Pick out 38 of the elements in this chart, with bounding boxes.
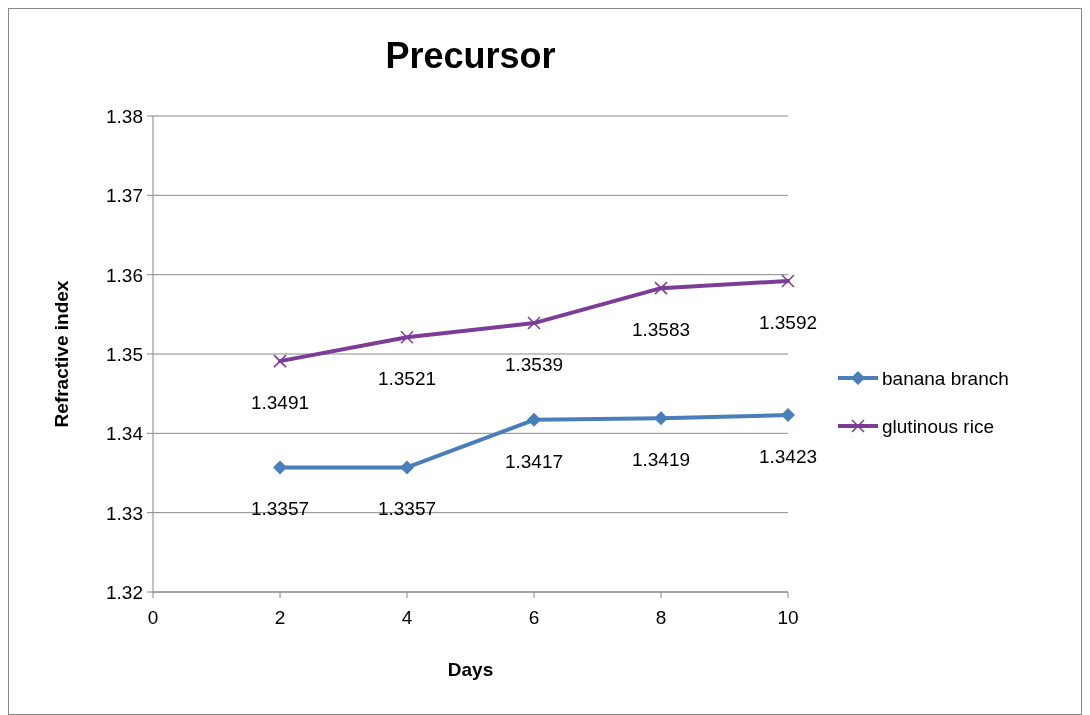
y-tick-label: 1.34 [106,423,144,445]
y-tick-label: 1.35 [106,344,143,365]
data-label: 1.3583 [631,319,691,341]
point [654,411,668,426]
point [400,460,414,475]
x-axis-title: Days [447,659,494,680]
point [400,330,414,345]
x-tick-label: 4 [401,607,413,628]
x-tick-label: 0 [147,607,159,628]
x-tick-label: 6 [528,607,540,628]
point [654,281,668,295]
data-label: 1.3491 [250,392,310,414]
y-tick-label: 1.32 [106,582,143,603]
point [527,316,541,330]
y-axis-title: Refractive index [51,280,72,428]
data-label: 1.3357 [250,498,310,520]
data-label: 1.3423 [758,446,818,468]
data-label: 1.3419 [631,449,691,471]
y-tick-label: 1.38 [106,106,143,127]
point [273,460,287,475]
data-label: 1.3521 [377,368,437,390]
y-tick-label: 1.33 [106,502,143,524]
point [781,274,795,288]
x-tick-label: 2 [274,607,286,628]
x-tick-label: 8 [655,607,667,628]
chart-title: Precursor [385,35,556,76]
y-tick-label: 1.37 [106,185,143,207]
point [527,412,541,427]
data-label: 1.3539 [504,354,564,376]
y-tick-label: 1.36 [106,264,143,286]
point [273,354,287,368]
legend-label: glutinous rice [882,416,994,437]
x-tick-label: 10 [777,607,799,628]
data-label: 1.3592 [758,312,818,334]
point [781,408,795,423]
legend-label: banana branch [882,368,1009,389]
data-label: 1.3417 [504,450,564,472]
data-label: 1.3357 [377,498,437,520]
